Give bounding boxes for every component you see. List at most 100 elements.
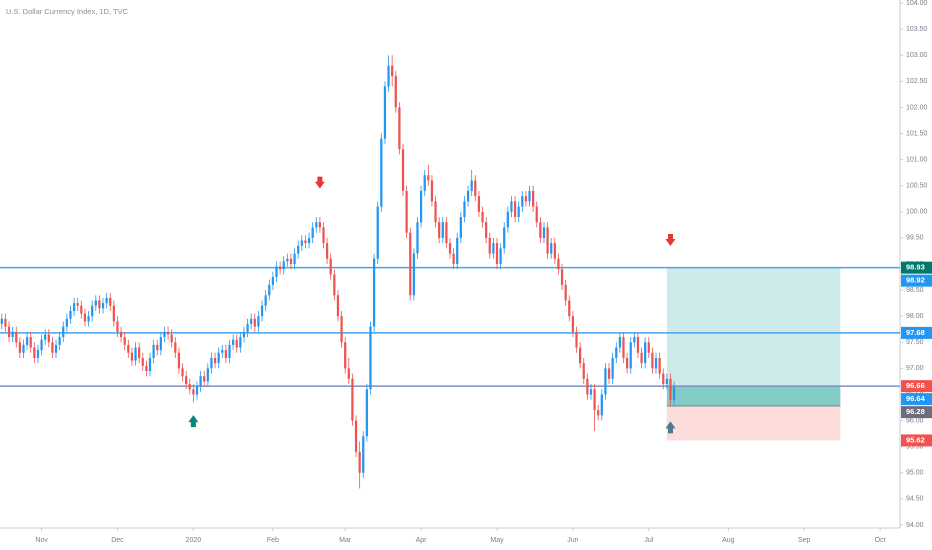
candle-body: [510, 201, 513, 212]
arrow-marker: [665, 233, 676, 246]
candle-body: [604, 368, 607, 395]
y-tick-label: 98.50: [906, 287, 924, 294]
candle-body: [166, 331, 170, 335]
candle-body: [553, 243, 556, 259]
candle-body: [430, 180, 434, 202]
candle-body: [174, 342, 177, 353]
candle-body: [474, 180, 477, 197]
candle-body: [344, 342, 347, 369]
candle-body: [315, 222, 318, 228]
y-tick-label: 97.00: [906, 365, 924, 372]
candle-body: [636, 337, 640, 353]
candle-body: [398, 107, 401, 150]
candle-body: [54, 344, 58, 353]
candle-body: [423, 175, 426, 191]
y-tick-label: 103.50: [906, 26, 928, 33]
candle-body: [376, 206, 379, 259]
candle-body: [264, 295, 267, 306]
candle-body: [11, 331, 14, 338]
x-tick-label: Mar: [339, 537, 352, 544]
candle-body: [466, 190, 470, 202]
candle-body: [672, 387, 676, 400]
candle-body: [644, 342, 647, 364]
y-tick-label: 101.50: [906, 130, 928, 137]
candle-body: [185, 376, 188, 385]
candle-body: [542, 227, 546, 238]
candle-body: [452, 253, 455, 264]
candle-body: [524, 196, 528, 202]
candle-body: [340, 316, 343, 343]
y-tick-label: 95.50: [906, 444, 924, 451]
candle-body: [307, 237, 311, 244]
candle-body: [354, 420, 358, 452]
candle-body: [123, 337, 126, 345]
price-label: 98.93: [906, 263, 925, 272]
candle-body: [441, 222, 444, 238]
candle-body: [528, 190, 531, 202]
candle-body: [665, 378, 668, 385]
loss-zone: [666, 405, 841, 441]
candle-body: [0, 318, 3, 325]
y-tick-label: 97.50: [906, 339, 924, 346]
candle-body: [83, 313, 87, 322]
candle-body: [336, 295, 340, 317]
candle-body: [499, 248, 502, 264]
candle-body: [633, 337, 636, 343]
candle-body: [622, 337, 625, 358]
candle-body: [203, 376, 206, 382]
x-tick-label: Aug: [722, 537, 735, 544]
candle-body: [130, 352, 134, 361]
candle-body: [571, 316, 575, 332]
candle-body: [304, 240, 307, 244]
candle-body: [333, 274, 336, 296]
candle-body: [575, 331, 578, 348]
open-profit-zone: [666, 386, 841, 406]
candle-body: [250, 318, 253, 325]
candle-body: [463, 201, 466, 218]
candle-body: [58, 337, 61, 345]
price-label-bg: [901, 406, 932, 419]
candle-body: [521, 196, 524, 207]
y-tick-label: 102.00: [906, 104, 928, 111]
x-tick-label: Feb: [267, 537, 279, 544]
candle-body: [119, 331, 123, 338]
candle-body: [44, 334, 47, 340]
candle-body: [279, 266, 282, 270]
candle-body: [101, 303, 105, 309]
price-label-bg: [901, 261, 932, 274]
candle-body: [242, 331, 246, 338]
candle-body: [358, 451, 361, 473]
candle-body: [293, 253, 296, 264]
price-label: 96.66: [906, 381, 925, 390]
candle-body: [427, 175, 430, 181]
y-tick-label: 96.00: [906, 417, 924, 424]
candle-body: [311, 227, 314, 238]
candle-body: [651, 352, 654, 369]
candle-body: [470, 180, 473, 191]
candle-body: [394, 76, 397, 108]
y-tick-label: 102.50: [906, 78, 928, 85]
candle-body: [477, 196, 481, 212]
candle-body: [372, 258, 376, 327]
candle-body: [116, 321, 119, 332]
price-label: 96.64: [906, 394, 926, 403]
candle-body: [195, 386, 199, 395]
candle-body: [22, 344, 25, 353]
candle-body: [206, 368, 209, 382]
candle-body: [611, 357, 614, 379]
candle-body: [80, 305, 83, 314]
candle-body: [383, 86, 387, 139]
candle-body: [362, 436, 365, 473]
candle-body: [492, 243, 495, 254]
x-tick-label: Dec: [111, 537, 124, 544]
candle-body: [98, 300, 101, 309]
candle-body: [199, 376, 202, 387]
candle-body: [188, 384, 191, 390]
candle-body: [669, 378, 672, 400]
y-tick-label: 95.00: [906, 470, 924, 477]
candle-body: [560, 269, 564, 285]
x-tick-label: Nov: [35, 537, 48, 544]
y-tick-label: 98.00: [906, 313, 924, 320]
candle-body: [481, 211, 484, 223]
